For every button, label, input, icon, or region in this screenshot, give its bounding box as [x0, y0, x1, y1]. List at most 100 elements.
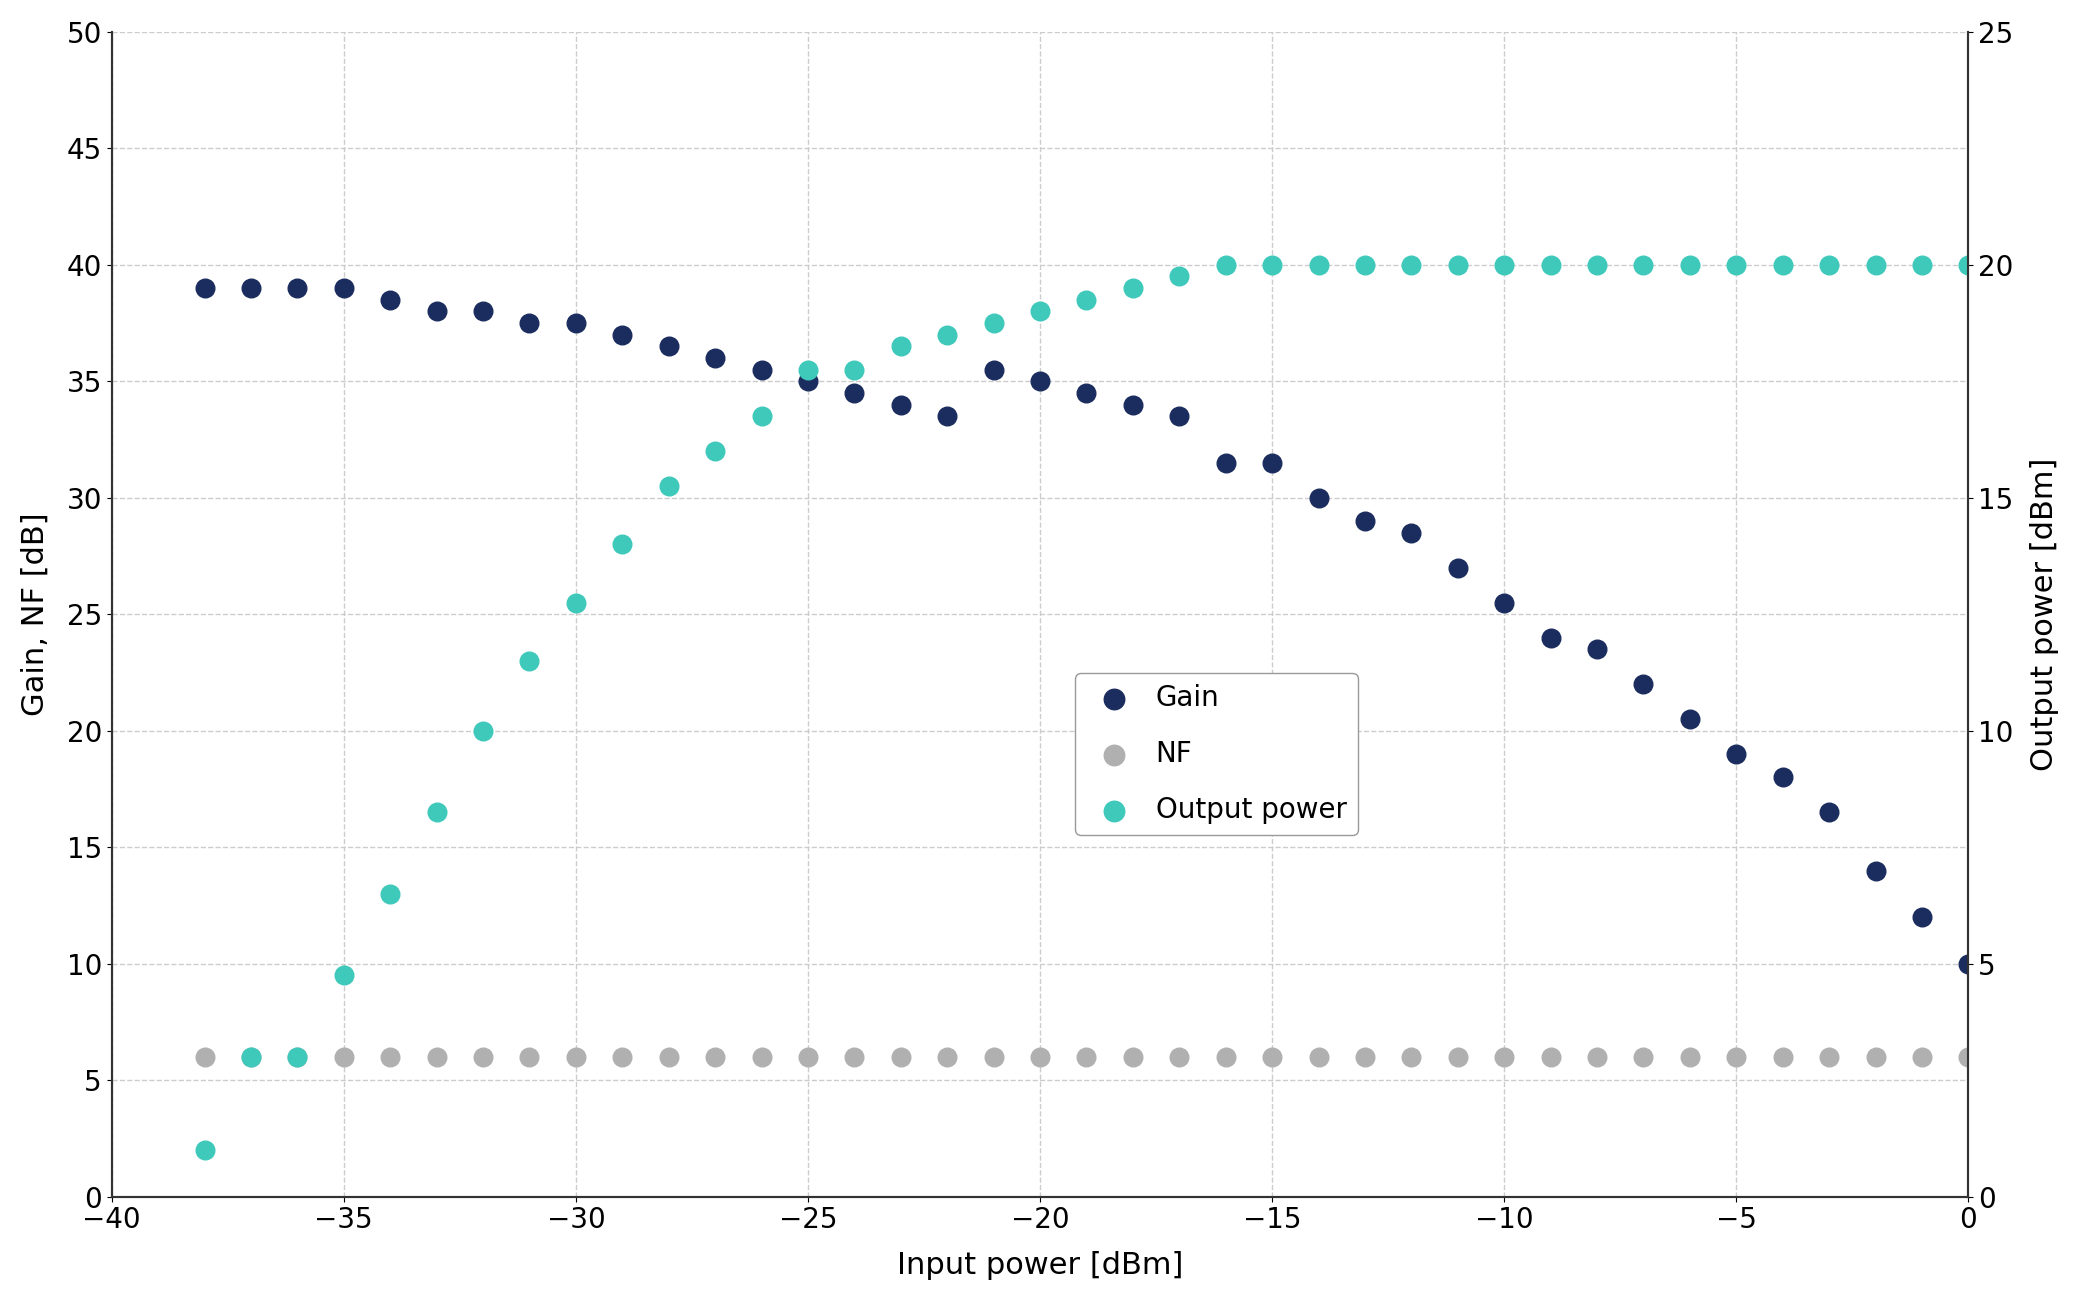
NF — [1951, 1046, 1984, 1067]
Gain — [327, 277, 360, 298]
Gain — [653, 336, 686, 356]
NF — [1117, 1046, 1150, 1067]
NF — [1860, 1046, 1893, 1067]
Output power — [466, 721, 499, 742]
Gain — [1720, 744, 1753, 765]
NF — [1348, 1046, 1381, 1067]
Output power — [1069, 289, 1102, 310]
Output power — [1951, 255, 1984, 276]
Gain — [1163, 406, 1196, 427]
NF — [1581, 1046, 1614, 1067]
NF — [1905, 1046, 1939, 1067]
Gain — [1348, 511, 1381, 532]
NF — [1256, 1046, 1290, 1067]
Output power — [790, 359, 824, 380]
Gain — [1441, 557, 1475, 578]
Output power — [1860, 255, 1893, 276]
Output power — [1905, 255, 1939, 276]
NF — [978, 1046, 1011, 1067]
Output power — [1208, 255, 1242, 276]
Gain — [1766, 768, 1799, 788]
Gain — [1812, 801, 1845, 822]
Gain — [790, 371, 824, 392]
NF — [838, 1046, 872, 1067]
Output power — [187, 1140, 220, 1160]
Output power — [1535, 255, 1568, 276]
Output power — [1766, 255, 1799, 276]
Output power — [420, 801, 453, 822]
Gain — [187, 277, 220, 298]
NF — [1441, 1046, 1475, 1067]
Gain — [1487, 592, 1520, 613]
Output power — [1023, 301, 1057, 321]
Output power — [1581, 255, 1614, 276]
NF — [1812, 1046, 1845, 1067]
Gain — [838, 382, 872, 403]
Output power — [1441, 255, 1475, 276]
Output power — [1487, 255, 1520, 276]
Output power — [653, 476, 686, 497]
Gain — [1905, 907, 1939, 928]
NF — [790, 1046, 824, 1067]
NF — [1396, 1046, 1429, 1067]
Gain — [1396, 522, 1429, 543]
NF — [699, 1046, 732, 1067]
Gain — [978, 359, 1011, 380]
Output power — [327, 965, 360, 986]
NF — [745, 1046, 778, 1067]
Output power — [1348, 255, 1381, 276]
NF — [1720, 1046, 1753, 1067]
Gain — [281, 277, 314, 298]
Gain — [1672, 709, 1706, 730]
Output power — [235, 1046, 268, 1067]
Legend: Gain, NF, Output power: Gain, NF, Output power — [1075, 673, 1358, 835]
Gain — [1023, 371, 1057, 392]
NF — [1535, 1046, 1568, 1067]
NF — [281, 1046, 314, 1067]
Gain — [1069, 382, 1102, 403]
Gain — [699, 347, 732, 368]
Gain — [1302, 488, 1335, 509]
NF — [1766, 1046, 1799, 1067]
Gain — [1208, 453, 1242, 474]
Gain — [1951, 954, 1984, 974]
Output power — [1302, 255, 1335, 276]
NF — [560, 1046, 593, 1067]
Gain — [1117, 394, 1150, 415]
Gain — [1627, 674, 1660, 695]
Gain — [235, 277, 268, 298]
NF — [187, 1046, 220, 1067]
Output power — [838, 359, 872, 380]
Output power — [1396, 255, 1429, 276]
X-axis label: Input power [dBm]: Input power [dBm] — [896, 1252, 1184, 1280]
NF — [1023, 1046, 1057, 1067]
NF — [374, 1046, 408, 1067]
NF — [884, 1046, 917, 1067]
Gain — [930, 406, 963, 427]
Gain — [514, 312, 547, 333]
Output power — [281, 1046, 314, 1067]
Gain — [420, 301, 453, 321]
Output power — [1117, 277, 1150, 298]
NF — [1069, 1046, 1102, 1067]
NF — [1163, 1046, 1196, 1067]
Gain — [1256, 453, 1290, 474]
NF — [235, 1046, 268, 1067]
Gain — [745, 359, 778, 380]
Output power — [978, 312, 1011, 333]
Output power — [1812, 255, 1845, 276]
Output power — [514, 650, 547, 671]
Y-axis label: Output power [dBm]: Output power [dBm] — [2030, 458, 2059, 771]
NF — [1672, 1046, 1706, 1067]
Output power — [745, 406, 778, 427]
NF — [605, 1046, 639, 1067]
NF — [466, 1046, 499, 1067]
Output power — [374, 883, 408, 904]
NF — [1487, 1046, 1520, 1067]
Gain — [466, 301, 499, 321]
NF — [1208, 1046, 1242, 1067]
Output power — [1720, 255, 1753, 276]
Gain — [1581, 639, 1614, 660]
Output power — [560, 592, 593, 613]
NF — [1302, 1046, 1335, 1067]
